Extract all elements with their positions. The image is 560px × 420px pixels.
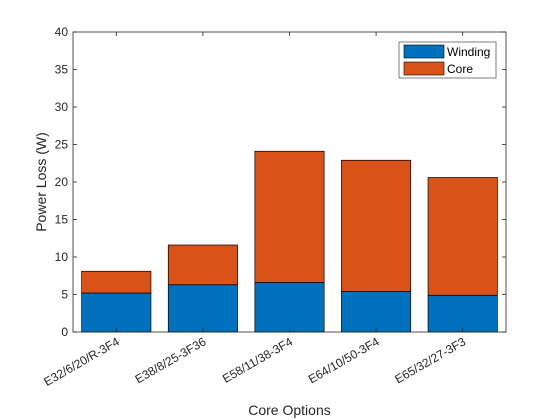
bar-core-5 bbox=[427, 177, 498, 296]
y-tick-label: 0 bbox=[61, 325, 68, 339]
plot-area-border bbox=[72, 31, 507, 333]
x-tick-label: E65/32/27-3F3 bbox=[392, 334, 468, 386]
bar-winding-3 bbox=[254, 282, 325, 333]
bar-winding-1 bbox=[81, 292, 152, 333]
x-tick-label: E58/11/38-3F4 bbox=[220, 334, 295, 386]
bar-winding-2 bbox=[167, 284, 238, 333]
bar-winding-4 bbox=[341, 291, 412, 333]
y-tick-label: 25 bbox=[55, 138, 69, 152]
x-tick-label: E32/6/20/R-3F4 bbox=[41, 334, 122, 389]
y-tick-label: 35 bbox=[55, 63, 69, 77]
legend: Winding Core bbox=[398, 41, 497, 79]
bars-group bbox=[81, 150, 498, 333]
y-tick-label: 5 bbox=[61, 288, 68, 302]
legend-swatch-winding bbox=[403, 44, 445, 59]
x-axis-label: Core Options bbox=[248, 402, 330, 418]
y-axis-label: Power Loss (W) bbox=[33, 132, 49, 232]
y-tick-label: 15 bbox=[55, 213, 69, 227]
bar-winding-5 bbox=[427, 294, 498, 333]
bar-core-1 bbox=[81, 270, 152, 294]
y-axis-ticks: 0 5 10 15 20 25 30 35 40 bbox=[55, 25, 506, 339]
x-tick-label: E38/8/25-3F36 bbox=[133, 334, 209, 386]
x-tick-label: E64/10/50-3F4 bbox=[306, 334, 382, 386]
y-tick-label: 30 bbox=[55, 100, 69, 114]
y-tick-label: 20 bbox=[55, 175, 69, 189]
y-tick-label: 40 bbox=[55, 25, 69, 39]
bar-core-2 bbox=[167, 244, 238, 286]
bar-core-3 bbox=[254, 150, 325, 283]
y-tick-label: 10 bbox=[55, 250, 69, 264]
legend-label-core: Core bbox=[447, 62, 473, 76]
bar-core-4 bbox=[341, 159, 412, 292]
legend-label-winding: Winding bbox=[447, 45, 490, 59]
legend-swatch-core bbox=[403, 61, 445, 76]
